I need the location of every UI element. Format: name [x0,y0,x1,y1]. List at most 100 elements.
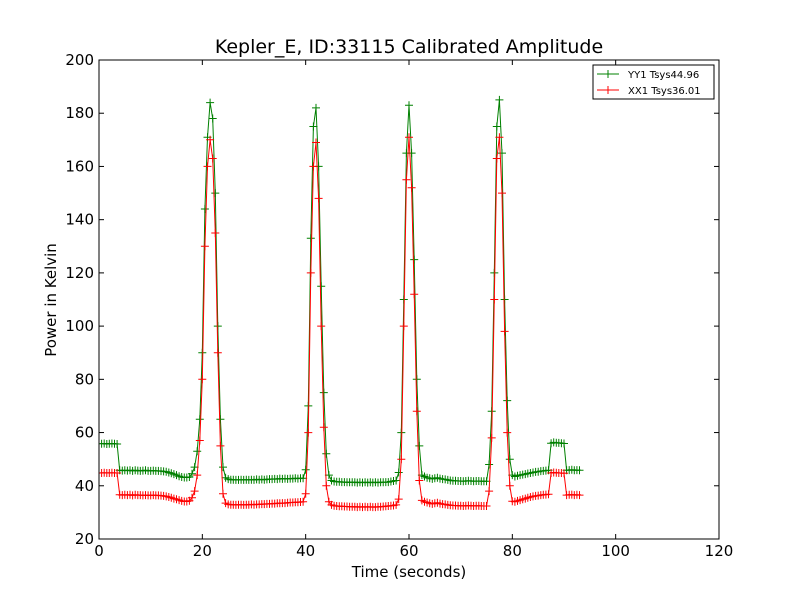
series-group-1 [99,95,584,487]
y-tick-label: 20 [75,530,94,548]
legend: YY1 Tsys44.96 XX1 Tsys36.01 [592,64,715,100]
data-point [216,415,225,424]
data-point [394,468,403,477]
data-point [402,175,411,184]
data-point [498,149,506,158]
data-point [206,98,215,107]
x-tick-label: 60 [399,542,418,560]
data-point [410,255,419,264]
data-point [415,476,424,485]
data-point [206,135,215,144]
data-point [200,205,209,213]
data-point [392,476,401,485]
data-point [301,465,310,474]
data-point [485,460,494,469]
data-point [560,439,568,448]
data-point [485,487,494,496]
data-point [200,242,209,251]
data-point [495,95,504,104]
data-point [208,114,217,123]
data-point [211,229,220,237]
data-point [503,396,512,405]
data-point [490,295,499,304]
data-point [193,471,202,480]
y-tick-label: 140 [65,211,94,229]
data-point [113,440,122,448]
data-point [505,455,514,464]
data-point [544,490,553,499]
data-point [322,481,331,490]
x-axis-label: Time (seconds) [351,563,467,581]
data-point [219,463,227,472]
data-point [415,441,424,450]
legend-marker-2 [604,86,612,94]
data-point [208,154,217,163]
data-point [306,234,315,243]
x-tick-label: 40 [296,542,315,560]
data-point [314,194,323,203]
data-point [319,423,328,432]
data-point [407,183,416,192]
data-point [299,474,308,483]
data-point [412,375,421,384]
data-point [219,489,227,498]
data-point [397,455,406,464]
legend-marker-1 [604,70,612,78]
chart-title: Kepler_E, ID:33115 Calibrated Amplitude [215,36,603,58]
data-point [394,495,403,504]
data-point [216,441,225,450]
data-point [306,268,315,277]
y-tick-label: 60 [75,424,94,442]
data-point [500,295,509,304]
y-tick-label: 200 [65,51,94,69]
plot-area: 0 20 40 60 80 100 1202040608010012014016018020… [65,51,733,560]
y-tick-label: 120 [65,264,94,282]
data-point [405,133,413,142]
y-axis-label: Power in Kelvin [42,243,60,357]
data-point [482,502,491,510]
y-tick-label: 100 [65,317,94,335]
data-point [113,469,122,477]
x-tick-label: 20 [193,542,212,560]
data-point [193,447,202,456]
data-point [304,428,313,437]
data-point [498,189,506,198]
data-point [317,282,326,291]
x-tick-label: 0 [94,542,104,560]
y-tick-label: 160 [65,157,94,175]
y-tick-label: 180 [65,104,94,122]
data-point [405,101,413,110]
data-point [407,149,416,158]
data-point [500,327,509,336]
x-tick-label: 100 [601,542,630,560]
data-point [190,463,199,472]
data-point [190,487,199,496]
data-point [198,375,207,384]
data-point [495,133,504,142]
y-tick-label: 40 [75,477,94,495]
data-point [312,138,320,147]
data-point [213,348,222,357]
data-point [301,489,310,498]
data-point [309,122,318,131]
data-point [319,388,328,397]
data-point [492,122,501,131]
data-point [299,497,308,506]
data-point [410,290,419,299]
legend-label-1: YY1 Tsys44.96 [627,70,699,81]
data-point [195,436,204,445]
legend-box [592,64,715,100]
data-point [309,162,318,171]
data-point [317,322,326,331]
data-point [203,162,212,171]
data-point [392,500,401,509]
data-point [188,469,196,478]
x-tick-label: 80 [503,542,522,560]
data-point [399,322,408,331]
data-point [503,428,512,437]
y-tick-label: 80 [75,370,94,388]
data-point [195,415,204,424]
data-point [505,481,514,490]
data-point [575,491,584,500]
